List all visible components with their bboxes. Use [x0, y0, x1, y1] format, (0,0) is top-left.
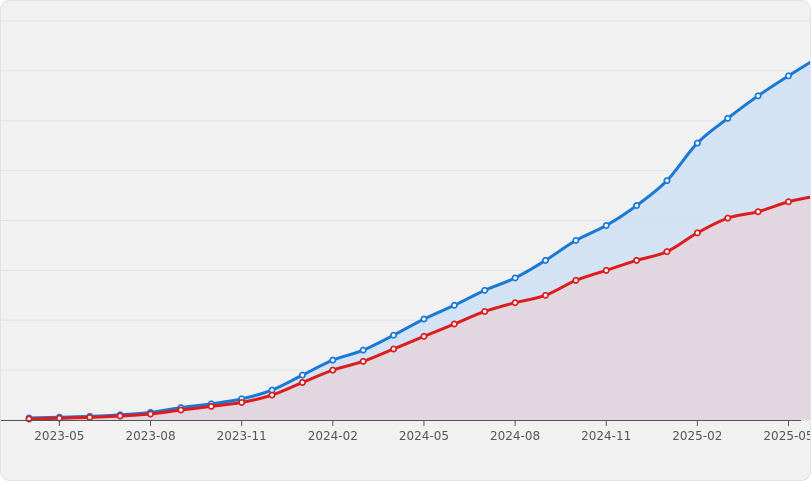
series-1-point[interactable] [329, 356, 337, 364]
series-2-point[interactable] [207, 402, 215, 410]
x-tick-label: 2024-05 [399, 429, 449, 443]
gridlines [1, 20, 810, 421]
series-2-point[interactable] [268, 391, 276, 399]
series-2-point[interactable] [450, 320, 458, 328]
series-2-point[interactable] [86, 413, 94, 421]
series-1-point[interactable] [511, 274, 519, 282]
series-2-point[interactable] [754, 208, 762, 216]
series-1-point[interactable] [359, 346, 367, 354]
series-1-point[interactable] [420, 315, 428, 323]
series-2-point[interactable] [693, 229, 701, 237]
series-1-point[interactable] [450, 301, 458, 309]
series-1-point[interactable] [724, 114, 732, 122]
series-2-point[interactable] [420, 332, 428, 340]
series-2-point[interactable] [572, 276, 580, 284]
series-1-point[interactable] [754, 92, 762, 100]
series-2-point[interactable] [177, 406, 185, 414]
series-2-point[interactable] [329, 366, 337, 374]
series-2-point[interactable] [359, 357, 367, 365]
series-2-point[interactable] [116, 412, 124, 420]
x-tick-label: 2025-05 [763, 429, 810, 443]
series-2-point[interactable] [481, 307, 489, 315]
series-2-point[interactable] [390, 345, 398, 353]
series-areas [29, 62, 810, 420]
series-1-point[interactable] [633, 202, 641, 210]
series-2-point[interactable] [298, 378, 306, 386]
x-tick-label: 2023-11 [217, 429, 267, 443]
series-2-area [29, 197, 810, 420]
x-tick-label: 2023-05 [34, 429, 84, 443]
series-1-point[interactable] [298, 371, 306, 379]
x-tick-label: 2024-08 [490, 429, 540, 443]
series-1-point[interactable] [481, 286, 489, 294]
series-2-point[interactable] [724, 214, 732, 222]
series-2-point[interactable] [238, 398, 246, 406]
series-1-point[interactable] [602, 221, 610, 229]
series-1-point[interactable] [390, 331, 398, 339]
x-axis: 2023-05 2023-08 2023-11 2024-02 2024-05 2024-… [1, 420, 810, 443]
x-tick-label: 2024-11 [581, 429, 631, 443]
series-2-point[interactable] [511, 299, 519, 307]
series-2-point[interactable] [785, 198, 793, 206]
x-tick-label: 2025-02 [672, 429, 722, 443]
series-2-point[interactable] [541, 291, 549, 299]
series-2-point[interactable] [602, 266, 610, 274]
series-1-point[interactable] [693, 139, 701, 147]
x-tick-label: 2024-02 [308, 429, 358, 443]
series-points [25, 72, 793, 423]
series-1-point[interactable] [541, 256, 549, 264]
series-2-point[interactable] [663, 248, 671, 256]
series-1-point[interactable] [663, 177, 671, 185]
series-2-point[interactable] [147, 410, 155, 418]
x-tick-label: 2023-08 [125, 429, 175, 443]
series-1-point[interactable] [785, 72, 793, 80]
series-2-point[interactable] [633, 256, 641, 264]
series-1-point[interactable] [572, 236, 580, 244]
